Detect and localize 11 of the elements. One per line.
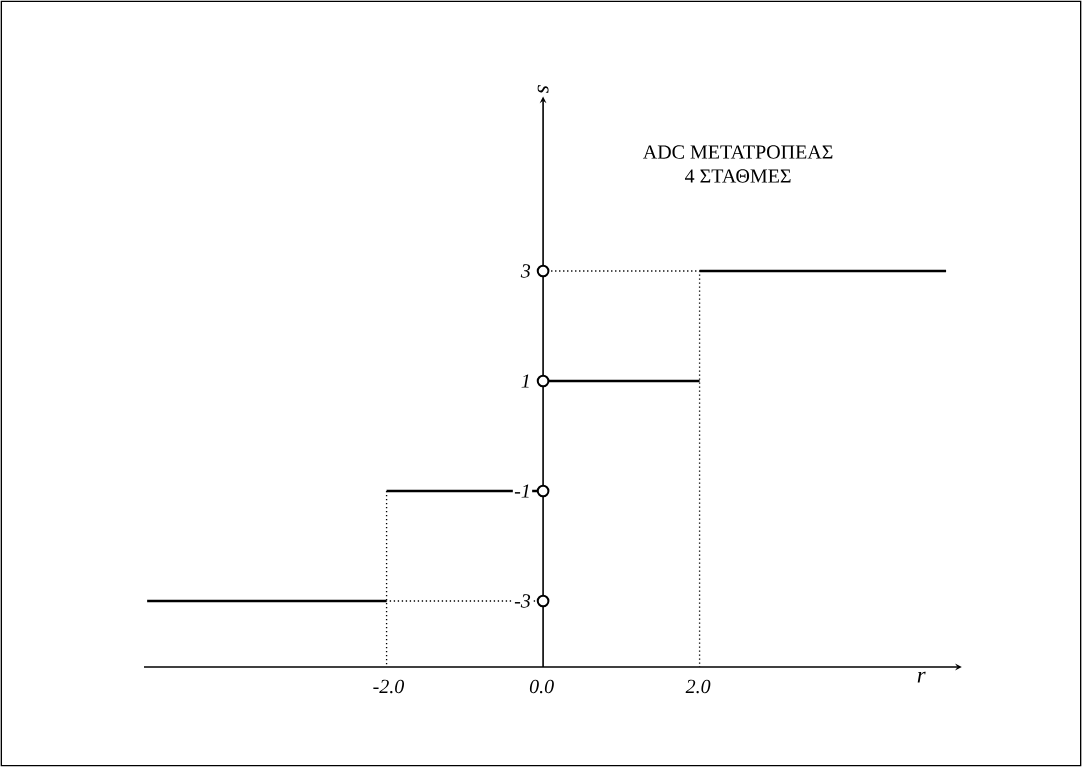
y-tick-label: -3 xyxy=(514,594,531,608)
y-tick-label: -1 xyxy=(514,484,529,498)
x-tick-label: -2.0 xyxy=(373,679,405,694)
text: ADC ΜΕΤΑΤΡΟΠΕΑΣ xyxy=(642,145,833,159)
text: 4 ΣΤΑΘΜΕΣ xyxy=(685,169,791,183)
x-tick-label: 2.0 xyxy=(685,679,711,694)
x-tick-label: 0.0 xyxy=(529,679,554,694)
x-axis-title: r xyxy=(917,671,926,683)
y-tick-label: 1 xyxy=(521,374,529,388)
y-axis-title: s xyxy=(537,85,549,93)
y-tick-label: 3 xyxy=(520,264,531,278)
